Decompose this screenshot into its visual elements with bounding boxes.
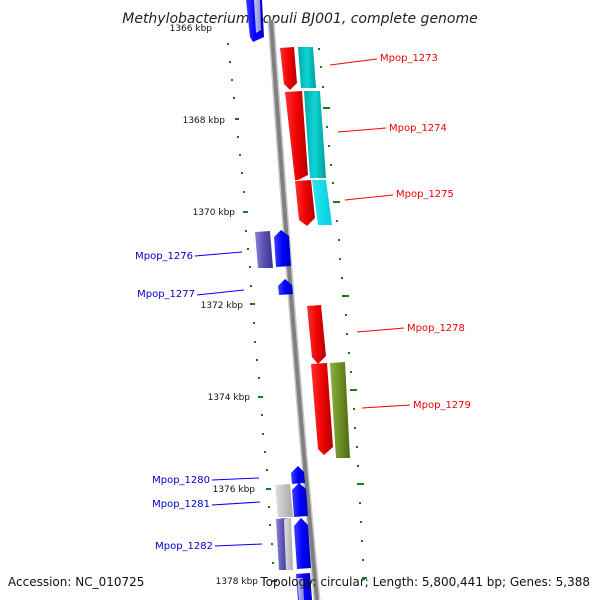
gene-arrow-1281[interactable]: [292, 483, 308, 517]
gene-arrow-1276[interactable]: [274, 230, 291, 267]
kbp-label-1370: 1370 kbp: [193, 208, 236, 218]
feature-cyan-1273: [298, 47, 316, 88]
feature-bottom-lavender: [297, 578, 304, 600]
kbp-label-1368: 1368 kbp: [183, 116, 226, 126]
genome-backbone: [269, 19, 319, 600]
gene-label-1278[interactable]: Mpop_1278: [407, 323, 465, 334]
kbp-label-1366: 1366 kbp: [170, 24, 213, 34]
feature-purple-1276: [255, 231, 273, 268]
gene-arrow-1275[interactable]: [295, 180, 315, 226]
outer-tick-track: [318, 48, 367, 579]
gene-label-1275[interactable]: Mpop_1275: [396, 189, 454, 200]
gene-arrow-1277[interactable]: [278, 279, 293, 295]
gene-arrow-1274[interactable]: [285, 91, 308, 180]
kbp-label-1372: 1372 kbp: [201, 301, 244, 311]
gene-label-1279[interactable]: Mpop_1279: [413, 400, 471, 411]
gene-arrow-1273[interactable]: [280, 47, 297, 90]
feature-grey-1282: [284, 518, 293, 570]
inner-tick-track: [227, 43, 277, 582]
feature-top-lavender: [254, 0, 261, 33]
gene-arrow-1280[interactable]: [291, 466, 305, 484]
gene-label-1280[interactable]: Mpop_1280: [152, 475, 210, 486]
blue-leader-lines: [194, 251, 263, 547]
map-title: Methylobacterium populi BJ001, complete …: [122, 11, 478, 27]
gene-label-1281[interactable]: Mpop_1281: [152, 499, 210, 510]
kbp-label-1376: 1376 kbp: [213, 485, 256, 495]
feature-cyan-1275: [312, 180, 332, 225]
red-leader-lines: [329, 58, 411, 409]
gene-label-1282[interactable]: Mpop_1282: [155, 541, 213, 552]
gene-label-1276[interactable]: Mpop_1276: [135, 251, 193, 262]
feature-grey-1281: [275, 484, 293, 517]
gene-arrow-1279[interactable]: [311, 363, 333, 455]
gene-arrow-1278[interactable]: [307, 305, 326, 364]
gene-arrow-1282[interactable]: [294, 518, 311, 569]
accession-text: Accession: NC_010725: [8, 575, 144, 589]
topology-text: Topology: circular; Length: 5,800,441 bp…: [259, 575, 590, 589]
kbp-label-1378: 1378 kbp: [216, 577, 259, 587]
gene-label-1273[interactable]: Mpop_1273: [380, 53, 438, 64]
feature-cyan-1274: [304, 91, 326, 178]
gene-label-1274[interactable]: Mpop_1274: [389, 123, 447, 134]
kbp-label-1374: 1374 kbp: [208, 393, 251, 403]
gene-label-1277[interactable]: Mpop_1277: [137, 289, 195, 300]
feature-olive-1279: [330, 362, 350, 458]
